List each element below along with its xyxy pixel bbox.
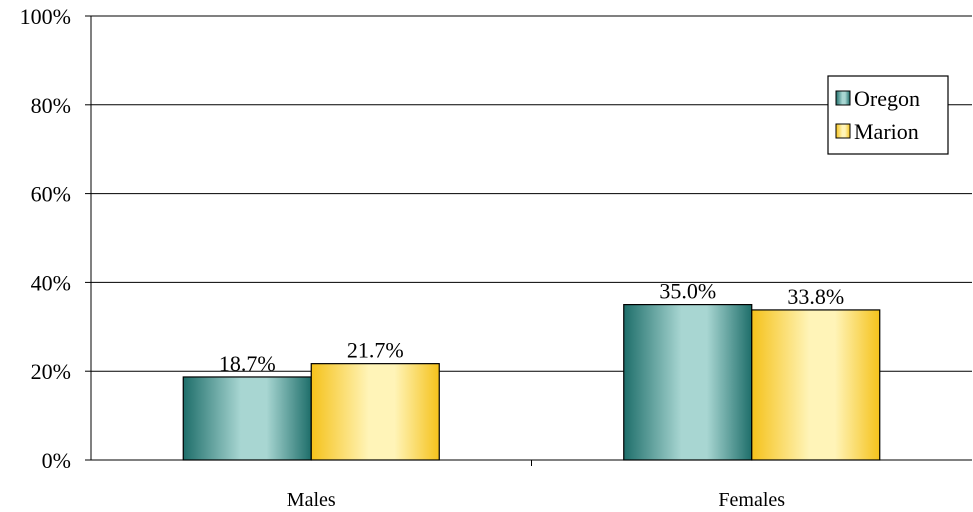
bar-oregon-females (623, 304, 753, 461)
legend-box (827, 75, 949, 155)
y-tick-label: 40% (31, 270, 71, 295)
bar-marion-females (751, 309, 881, 461)
y-tick-label: 100% (20, 4, 71, 29)
data-label: 35.0% (659, 279, 716, 304)
legend-swatch-marion (835, 123, 851, 139)
legend: Oregon Marion (827, 75, 949, 155)
data-label: 18.7% (219, 351, 276, 376)
bar-oregon-males (182, 376, 312, 461)
y-tick-label: 80% (31, 93, 71, 118)
legend-swatch-oregon (835, 90, 851, 106)
legend-label-marion: Marion (854, 119, 919, 144)
y-tick-label: 0% (42, 448, 71, 473)
y-tick-label: 60% (31, 182, 71, 207)
x-category-label: Females (718, 489, 785, 511)
bars (182, 304, 881, 461)
bar-marion-males (310, 363, 440, 461)
data-label: 33.8% (787, 284, 844, 309)
x-category-label: Males (287, 489, 336, 511)
data-label: 21.7% (347, 338, 404, 363)
legend-label-oregon: Oregon (854, 86, 920, 111)
y-tick-label: 20% (31, 359, 71, 384)
data-labels: 18.7% 21.7% 35.0% 33.8% (219, 279, 844, 376)
